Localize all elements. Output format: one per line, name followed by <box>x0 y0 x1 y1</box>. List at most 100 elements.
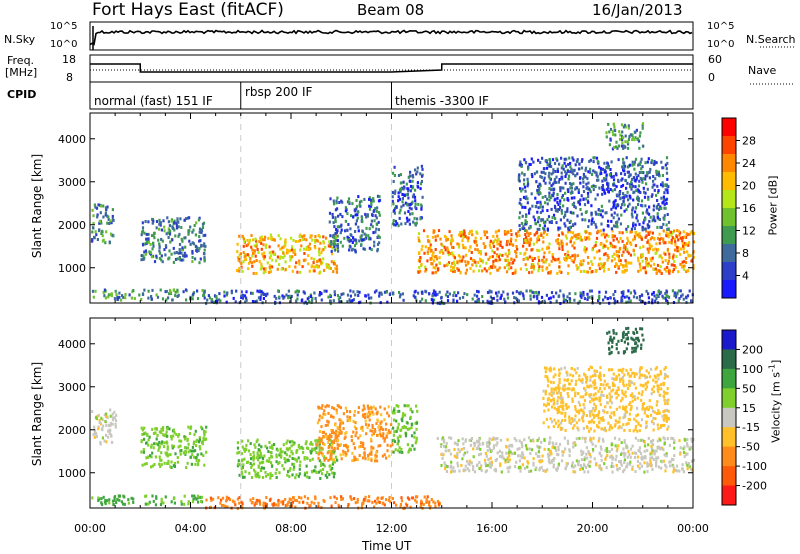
data-cell <box>203 433 206 437</box>
data-cell <box>286 251 289 255</box>
data-cell <box>449 452 452 456</box>
data-cell <box>574 174 577 178</box>
data-cell <box>244 470 247 474</box>
data-cell <box>283 295 286 299</box>
data-cell <box>569 226 572 230</box>
data-cell <box>184 435 187 439</box>
data-cell <box>548 461 551 465</box>
data-cell <box>520 189 523 193</box>
data-cell <box>184 288 188 292</box>
data-cell <box>606 161 609 165</box>
data-cell <box>468 469 471 473</box>
data-cell <box>535 452 538 456</box>
y-tick-label-4000: 4000 <box>58 133 86 146</box>
data-cell <box>603 191 607 195</box>
data-cell <box>544 260 547 264</box>
data-cell <box>506 254 509 258</box>
data-cell <box>383 439 386 443</box>
data-cell <box>553 180 556 184</box>
data-cell <box>420 164 423 168</box>
data-cell <box>682 247 685 251</box>
data-cell <box>612 122 615 126</box>
data-cell <box>401 451 404 454</box>
data-cell <box>327 411 330 415</box>
data-cell <box>236 464 239 468</box>
data-cell <box>523 438 526 442</box>
data-cell <box>427 240 430 244</box>
data-cell <box>599 169 602 173</box>
data-cell <box>386 300 389 304</box>
data-cell <box>108 222 111 225</box>
data-cell <box>303 291 306 295</box>
data-cell <box>179 444 182 448</box>
data-cell <box>668 269 671 273</box>
data-cell <box>372 405 375 409</box>
data-cell <box>287 249 290 253</box>
data-cell <box>665 298 668 302</box>
data-cell <box>420 216 423 220</box>
data-cell <box>406 421 409 425</box>
data-cell <box>339 443 342 447</box>
data-cell <box>103 439 106 443</box>
data-cell <box>557 462 560 466</box>
data-cell <box>361 425 364 429</box>
data-cell <box>286 473 289 477</box>
data-cell <box>497 290 500 294</box>
data-cell <box>250 476 254 479</box>
data-cell <box>590 173 594 176</box>
data-cell <box>291 255 294 259</box>
date-title: 16/Jan/2013 <box>592 1 683 19</box>
data-cell <box>178 243 182 246</box>
data-cell <box>175 433 178 436</box>
data-cell <box>171 446 174 450</box>
data-cell <box>517 454 520 458</box>
noise-sky-trace <box>89 29 693 46</box>
data-cell <box>297 239 300 243</box>
data-cell <box>291 457 294 460</box>
data-cell <box>97 425 100 429</box>
data-cell <box>152 241 155 245</box>
data-cell <box>631 138 634 142</box>
data-cell <box>569 219 572 223</box>
data-cell <box>425 290 428 294</box>
data-cell <box>326 451 329 455</box>
data-cell <box>353 425 356 429</box>
data-cell <box>278 453 281 457</box>
data-cell <box>679 252 682 256</box>
data-cell <box>334 208 337 212</box>
data-cell <box>150 255 153 259</box>
data-cell <box>674 266 677 270</box>
data-cell <box>426 259 429 263</box>
data-cell <box>605 135 608 139</box>
data-cell <box>623 270 626 274</box>
data-cell <box>176 295 179 298</box>
data-cell <box>197 462 200 466</box>
data-cell <box>394 448 397 452</box>
data-cell <box>411 423 414 426</box>
data-cell <box>261 476 265 479</box>
data-cell <box>104 296 107 300</box>
data-cell <box>331 252 334 256</box>
data-cell <box>568 292 571 296</box>
data-cell <box>563 161 566 165</box>
data-cell <box>649 237 652 241</box>
data-cell <box>603 244 606 248</box>
data-cell <box>602 394 605 397</box>
data-cell <box>98 228 101 232</box>
data-cell <box>603 190 606 194</box>
data-cell <box>187 231 190 234</box>
data-cell <box>594 197 597 201</box>
data-cell <box>614 245 617 249</box>
data-cell <box>163 225 166 229</box>
data-cell <box>583 458 586 462</box>
data-cell <box>242 237 246 241</box>
data-cell <box>478 442 481 446</box>
data-cell <box>322 462 325 466</box>
data-cell <box>536 210 539 214</box>
data-cell <box>680 247 683 251</box>
data-cell <box>615 407 618 411</box>
data-cell <box>581 158 584 162</box>
data-cell <box>491 438 494 441</box>
data-cell <box>412 220 415 224</box>
data-cell <box>643 456 646 460</box>
